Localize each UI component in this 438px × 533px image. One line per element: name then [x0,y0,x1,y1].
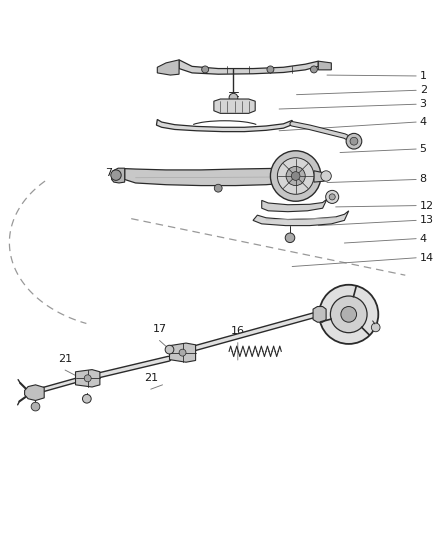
Circle shape [267,66,274,73]
Circle shape [311,66,318,73]
Circle shape [229,93,238,102]
Polygon shape [262,199,327,212]
Circle shape [165,345,174,354]
Circle shape [330,296,367,333]
Polygon shape [156,119,292,132]
Circle shape [111,170,121,180]
Text: 13: 13 [420,215,434,225]
Polygon shape [313,306,326,322]
Circle shape [329,194,335,200]
Text: 21: 21 [58,353,72,364]
Circle shape [319,285,378,344]
Circle shape [321,171,331,181]
Circle shape [346,133,362,149]
Text: 8: 8 [420,174,427,184]
Text: 7: 7 [106,168,113,178]
Polygon shape [25,385,44,400]
Polygon shape [314,171,330,182]
Circle shape [270,151,321,201]
Text: 2: 2 [420,85,427,95]
Text: 14: 14 [420,253,434,263]
Circle shape [286,166,305,185]
Text: 4: 4 [420,233,427,244]
Circle shape [277,158,314,195]
Circle shape [82,394,91,403]
Circle shape [350,138,358,145]
Polygon shape [112,168,125,183]
Text: 16: 16 [231,326,245,336]
Polygon shape [75,369,100,387]
Polygon shape [157,60,179,75]
Polygon shape [318,61,331,70]
Text: 12: 12 [420,200,434,211]
Circle shape [291,172,300,180]
Polygon shape [214,99,255,114]
Circle shape [341,306,357,322]
Text: 21: 21 [144,373,158,383]
Circle shape [214,184,222,192]
Circle shape [84,375,91,382]
Text: 17: 17 [152,324,166,334]
Text: 5: 5 [420,144,427,154]
Circle shape [201,66,208,73]
Circle shape [371,323,380,332]
Polygon shape [125,168,314,185]
Text: 3: 3 [420,99,427,109]
Polygon shape [253,211,349,225]
Circle shape [179,349,186,356]
Text: 1: 1 [420,71,427,81]
Text: 4: 4 [420,117,427,127]
Circle shape [285,233,295,243]
Circle shape [31,402,40,411]
Polygon shape [179,60,318,74]
Polygon shape [170,343,196,362]
Circle shape [326,190,339,204]
